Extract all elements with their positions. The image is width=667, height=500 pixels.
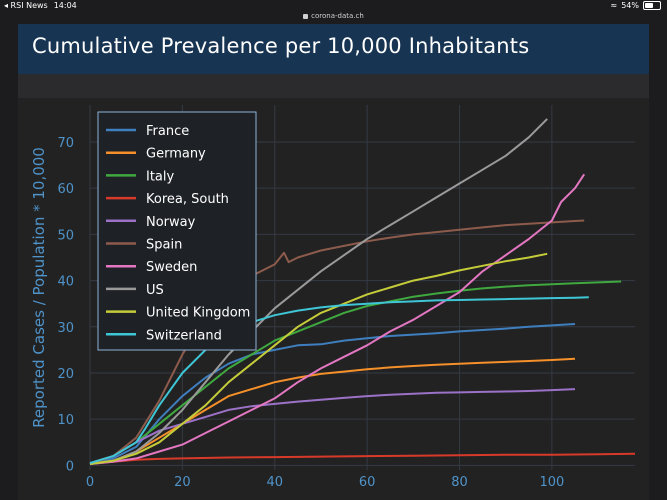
x-tick-label: 40 — [266, 475, 283, 490]
chart-title: Cumulative Prevalence per 10,000 Inhabit… — [32, 34, 530, 58]
legend-label: Germany — [146, 147, 206, 162]
series-line-united-kingdom — [89, 252, 548, 465]
y-tick-label: 40 — [57, 275, 74, 290]
y-axis-label: Reported Cases / Population * 10,000 — [30, 147, 48, 428]
y-tick-label: 50 — [57, 228, 74, 243]
address-bar[interactable]: corona-data.ch — [0, 12, 667, 20]
series-line-us — [89, 118, 548, 465]
series-line-spain — [89, 219, 585, 465]
series-line-italy — [89, 280, 622, 465]
legend-label: Italy — [146, 169, 175, 184]
y-tick-label: 0 — [66, 459, 74, 474]
series-line-germany — [89, 357, 576, 465]
x-tick-label: 60 — [359, 475, 376, 490]
legend-label: United Kingdom — [146, 306, 250, 321]
y-tick-label: 70 — [57, 136, 74, 151]
legend-label: France — [146, 124, 189, 139]
battery-level-fill — [645, 3, 653, 8]
series-line-france — [89, 323, 576, 465]
y-tick-label: 60 — [57, 182, 74, 197]
title-bar: Cumulative Prevalence per 10,000 Inhabit… — [18, 24, 649, 74]
series-line-norway — [89, 388, 576, 465]
legend-label: US — [146, 283, 164, 298]
url-text: corona-data.ch — [311, 12, 364, 20]
x-tick-label: 20 — [174, 475, 191, 490]
series-line-korea-south — [89, 452, 636, 465]
lock-icon — [303, 13, 309, 19]
status-bar: ◂ RSI News 14:04 corona-data.ch ≈ 54% — [0, 0, 667, 22]
y-tick-label: 30 — [57, 321, 74, 336]
legend-label: Switzerland — [146, 328, 222, 343]
battery-percent: 54% — [621, 1, 639, 10]
back-app-link[interactable]: ◂ RSI News — [4, 1, 48, 10]
x-tick-label: 100 — [539, 475, 564, 490]
series-line-switzerland — [89, 296, 589, 465]
battery-icon — [643, 1, 661, 10]
y-tick-label: 10 — [57, 413, 74, 428]
wifi-icon: ≈ — [610, 1, 618, 10]
legend-label: Sweden — [146, 260, 197, 275]
legend-label: Norway — [146, 215, 196, 230]
y-tick-label: 20 — [57, 367, 74, 382]
series-line-sweden — [89, 173, 586, 465]
x-tick-label: 0 — [86, 475, 94, 490]
legend-label: Spain — [146, 238, 182, 253]
x-tick-label: 80 — [451, 475, 468, 490]
legend-label: Korea, South — [146, 192, 229, 207]
clock: 14:04 — [53, 1, 77, 10]
